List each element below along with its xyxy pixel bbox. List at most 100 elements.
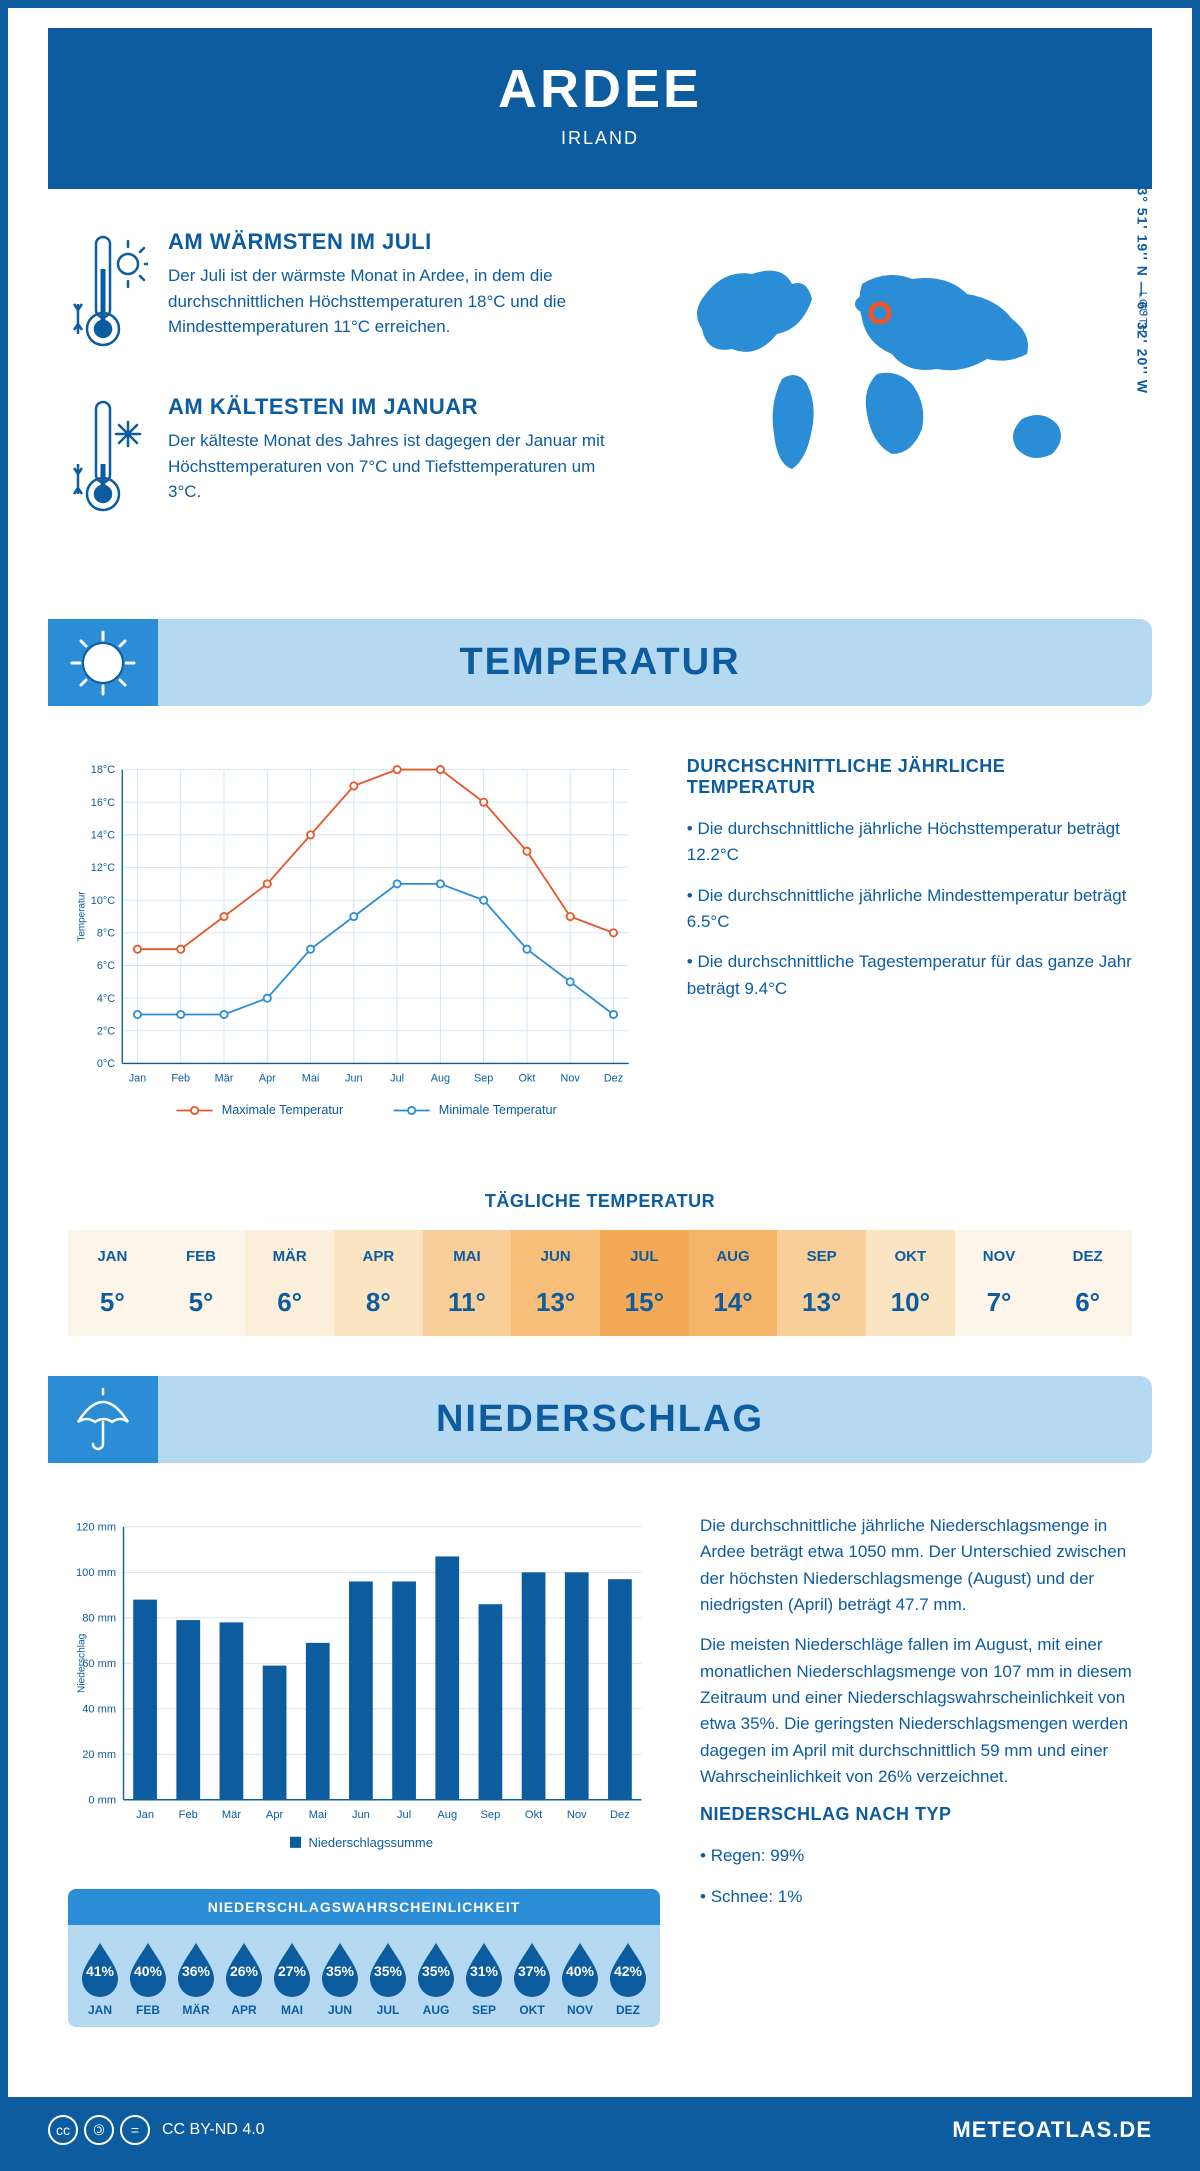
coldest-title: AM KÄLTESTEN IM JANUAR (168, 394, 612, 420)
precip-prob-cell: 40%NOV (556, 1939, 604, 2017)
coldest-block: AM KÄLTESTEN IM JANUAR Der kälteste Mona… (68, 394, 612, 529)
precip-banner: NIEDERSCHLAG (48, 1376, 1152, 1463)
svg-text:2°C: 2°C (97, 1025, 115, 1037)
svg-text:Dez: Dez (610, 1809, 630, 1821)
svg-text:Apr: Apr (266, 1809, 284, 1821)
precip-prob-cell: 42%DEZ (604, 1939, 652, 2017)
daily-temp-cell: JUL15° (600, 1230, 689, 1336)
daily-temp-cell: MÄR6° (245, 1230, 334, 1336)
svg-text:Mär: Mär (222, 1809, 241, 1821)
license-label: CC BY-ND 4.0 (162, 2121, 265, 2139)
svg-text:Mai: Mai (309, 1809, 327, 1821)
precip-bar-chart: 0 mm20 mm40 mm60 mm80 mm100 mm120 mmJanF… (68, 1513, 660, 1870)
svg-text:0 mm: 0 mm (88, 1794, 116, 1806)
svg-text:80 mm: 80 mm (82, 1612, 116, 1624)
header-wrap: ARDEE IRLAND (8, 28, 1192, 189)
svg-text:0°C: 0°C (97, 1058, 115, 1070)
svg-text:12°C: 12°C (91, 862, 115, 874)
svg-text:Apr: Apr (259, 1073, 276, 1085)
precip-prob-cell: 27%MAI (268, 1939, 316, 2017)
svg-text:Mai: Mai (302, 1073, 319, 1085)
coldest-text: Der kälteste Monat des Jahres ist dagege… (168, 428, 612, 505)
svg-text:Aug: Aug (437, 1809, 457, 1821)
precip-probability-panel: NIEDERSCHLAGSWAHRSCHEINLICHKEIT 41%JAN40… (68, 1889, 660, 2027)
svg-text:Niederschlagssumme: Niederschlagssumme (309, 1835, 433, 1850)
world-map: LOUTH 53° 51' 19'' N — 6° 32' 20'' W (652, 229, 1132, 559)
footer: cc🄯= CC BY-ND 4.0 METEOATLAS.DE (8, 2097, 1192, 2163)
svg-text:20 mm: 20 mm (82, 1749, 116, 1761)
warmest-title: AM WÄRMSTEN IM JULI (168, 229, 612, 255)
svg-text:40 mm: 40 mm (82, 1703, 116, 1715)
svg-text:Dez: Dez (604, 1073, 623, 1085)
svg-text:Nov: Nov (567, 1809, 587, 1821)
precip-text-p2: Die meisten Niederschläge fallen im Augu… (700, 1632, 1132, 1790)
temperature-title: TEMPERATUR (48, 641, 1152, 684)
precip-prob-cell: 35%JUL (364, 1939, 412, 2017)
svg-text:Jan: Jan (136, 1809, 154, 1821)
precip-prob-cell: 35%AUG (412, 1939, 460, 2017)
svg-text:Feb: Feb (171, 1073, 190, 1085)
svg-text:6°C: 6°C (97, 960, 115, 972)
temperature-banner: TEMPERATUR (48, 619, 1152, 706)
svg-text:Nov: Nov (561, 1073, 581, 1085)
precip-type-title: NIEDERSCHLAG NACH TYP (700, 1804, 1132, 1825)
svg-text:Niederschlag: Niederschlag (77, 1633, 88, 1692)
precip-prob-cell: 40%FEB (124, 1939, 172, 2017)
daily-temp-cell: APR8° (334, 1230, 423, 1336)
warmest-block: AM WÄRMSTEN IM JULI Der Juli ist der wär… (68, 229, 612, 364)
precip-type-bullets: Regen: 99%Schnee: 1% (700, 1843, 1132, 1910)
daily-temp-title: TÄGLICHE TEMPERATUR (8, 1191, 1192, 1212)
daily-temp-cell: AUG14° (689, 1230, 778, 1336)
svg-text:Maximale Temperatur: Maximale Temperatur (222, 1103, 343, 1117)
daily-temp-cell: JAN5° (68, 1230, 157, 1336)
temp-info-bullets: Die durchschnittliche jährliche Höchstte… (687, 816, 1132, 1002)
precip-prob-title: NIEDERSCHLAGSWAHRSCHEINLICHKEIT (68, 1889, 660, 1925)
svg-text:16°C: 16°C (91, 797, 115, 809)
svg-text:14°C: 14°C (91, 829, 115, 841)
coordinates-label: 53° 51' 19'' N — 6° 32' 20'' W (1134, 179, 1150, 394)
svg-text:Mär: Mär (215, 1073, 234, 1085)
daily-temp-cell: JUN13° (511, 1230, 600, 1336)
svg-text:Temperatur: Temperatur (76, 891, 87, 942)
svg-text:Jun: Jun (352, 1809, 370, 1821)
precip-prob-cell: 41%JAN (76, 1939, 124, 2017)
sun-icon (48, 619, 158, 706)
precip-prob-cell: 37%OKT (508, 1939, 556, 2017)
thermometer-cold-icon (68, 394, 148, 529)
precip-prob-cell: 35%JUN (316, 1939, 364, 2017)
svg-text:10°C: 10°C (91, 895, 115, 907)
svg-text:Jun: Jun (345, 1073, 362, 1085)
precip-title: NIEDERSCHLAG (48, 1398, 1152, 1441)
svg-text:Aug: Aug (431, 1073, 450, 1085)
umbrella-icon (48, 1376, 158, 1463)
svg-text:Okt: Okt (519, 1073, 536, 1085)
daily-temp-table: JAN5°FEB5°MÄR6°APR8°MAI11°JUN13°JUL15°AU… (68, 1230, 1132, 1336)
precip-text-p1: Die durchschnittliche jährliche Niedersc… (700, 1513, 1132, 1618)
city-title: ARDEE (68, 58, 1132, 120)
precip-prob-cell: 31%SEP (460, 1939, 508, 2017)
daily-temp-cell: SEP13° (777, 1230, 866, 1336)
daily-temp-cell: NOV7° (955, 1230, 1044, 1336)
daily-temp-cell: DEZ6° (1043, 1230, 1132, 1336)
svg-text:Jul: Jul (397, 1809, 411, 1821)
svg-text:100 mm: 100 mm (76, 1567, 116, 1579)
precip-prob-cell: 36%MÄR (172, 1939, 220, 2017)
svg-text:Jul: Jul (390, 1073, 404, 1085)
svg-text:Jan: Jan (129, 1073, 146, 1085)
svg-text:18°C: 18°C (91, 764, 115, 776)
temp-info-title: DURCHSCHNITTLICHE JÄHRLICHE TEMPERATUR (687, 756, 1132, 798)
svg-text:Minimale Temperatur: Minimale Temperatur (439, 1103, 557, 1117)
daily-temp-cell: MAI11° (423, 1230, 512, 1336)
temperature-line-chart: 0°C 2°C 4°C 6°C 8°C 10°C 12°C 14°C 16°C 18°C Jan Fe… (68, 756, 647, 1141)
svg-text:120 mm: 120 mm (76, 1521, 116, 1533)
svg-text:Feb: Feb (179, 1809, 198, 1821)
svg-text:Okt: Okt (525, 1809, 542, 1821)
daily-temp-cell: FEB5° (157, 1230, 246, 1336)
svg-text:Sep: Sep (481, 1809, 501, 1821)
svg-text:8°C: 8°C (97, 927, 115, 939)
warmest-text: Der Juli ist der wärmste Monat in Ardee,… (168, 263, 612, 340)
thermometer-hot-icon (68, 229, 148, 364)
daily-temp-cell: OKT10° (866, 1230, 955, 1336)
precip-prob-cell: 26%APR (220, 1939, 268, 2017)
svg-text:4°C: 4°C (97, 993, 115, 1005)
